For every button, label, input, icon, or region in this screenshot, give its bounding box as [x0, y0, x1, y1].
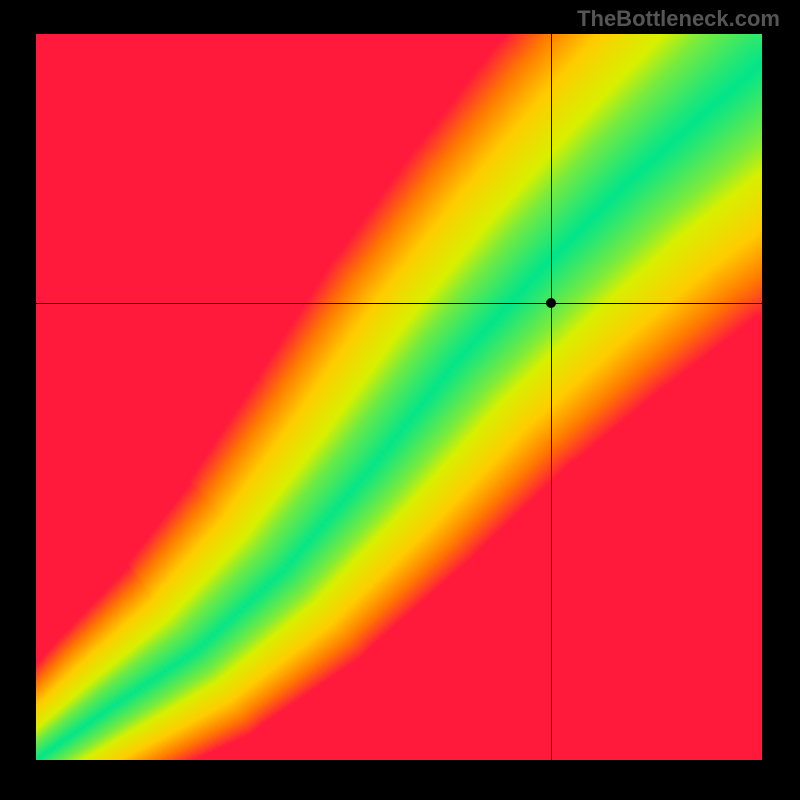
watermark-text: TheBottleneck.com: [577, 6, 780, 32]
crosshair-vertical-line: [551, 34, 552, 760]
chart-container: [36, 34, 762, 760]
selection-marker-dot: [546, 298, 556, 308]
bottleneck-heatmap: [36, 34, 762, 760]
crosshair-horizontal-line: [36, 303, 762, 304]
